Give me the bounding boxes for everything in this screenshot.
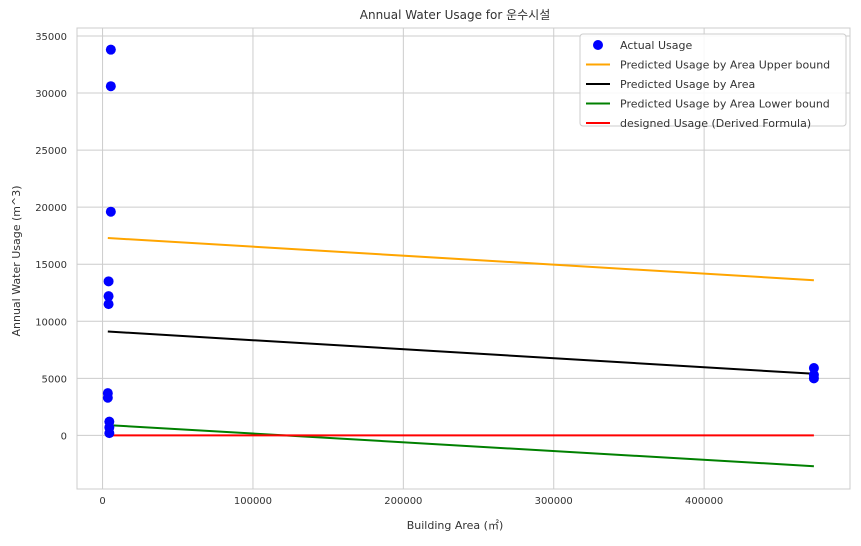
series-line-3	[107, 424, 814, 468]
actual-usage-point	[105, 81, 116, 92]
actual-usage-point	[103, 291, 114, 302]
legend-box	[579, 33, 847, 127]
actual-usage-point	[105, 206, 116, 217]
x-tick-label: 400000	[685, 496, 723, 507]
series-line-2	[107, 330, 814, 375]
legend-marker	[593, 40, 603, 50]
actual-usage-point	[808, 363, 819, 374]
legend: Actual Usage Predicted Usage by Area Uppe…	[579, 33, 847, 130]
actual-usage-point	[102, 392, 113, 403]
tick-labels: 0 100000 200000 300000 400000 0 5000 10000 15000…	[35, 32, 723, 507]
series-line-1	[107, 237, 814, 282]
y-tick-label: 10000	[35, 317, 67, 328]
legend-label: Predicted Usage by Area Lower bound	[620, 98, 830, 111]
x-axis-label: Building Area (㎡)	[407, 519, 504, 532]
y-tick-label: 15000	[35, 260, 67, 271]
actual-usage-point	[808, 373, 819, 384]
actual-usage-point	[105, 44, 116, 55]
legend-label: designed Usage (Derived Formula)	[620, 117, 811, 130]
legend-label: Predicted Usage by Area	[620, 78, 755, 91]
series-lines	[107, 237, 814, 468]
x-tick-label: 0	[99, 496, 105, 507]
y-tick-label: 5000	[42, 374, 67, 385]
scatter-points	[102, 44, 819, 439]
y-tick-label: 20000	[35, 203, 67, 214]
y-axis-label: Annual Water Usage (m^3)	[10, 185, 23, 336]
legend-label: Actual Usage	[620, 39, 692, 52]
y-tick-label: 25000	[35, 146, 67, 157]
y-tick-label: 35000	[35, 32, 67, 43]
x-tick-label: 200000	[384, 496, 422, 507]
plot-frame	[76, 27, 851, 490]
y-tick-label: 30000	[35, 89, 67, 100]
legend-label: Predicted Usage by Area Upper bound	[620, 59, 830, 72]
chart-title: Annual Water Usage for 운수시설	[360, 8, 551, 22]
y-tick-label: 0	[61, 431, 67, 442]
x-tick-label: 100000	[234, 496, 272, 507]
actual-usage-point	[104, 428, 115, 439]
actual-usage-point	[103, 276, 114, 287]
x-tick-label: 300000	[535, 496, 573, 507]
actual-usage-point	[103, 299, 114, 310]
